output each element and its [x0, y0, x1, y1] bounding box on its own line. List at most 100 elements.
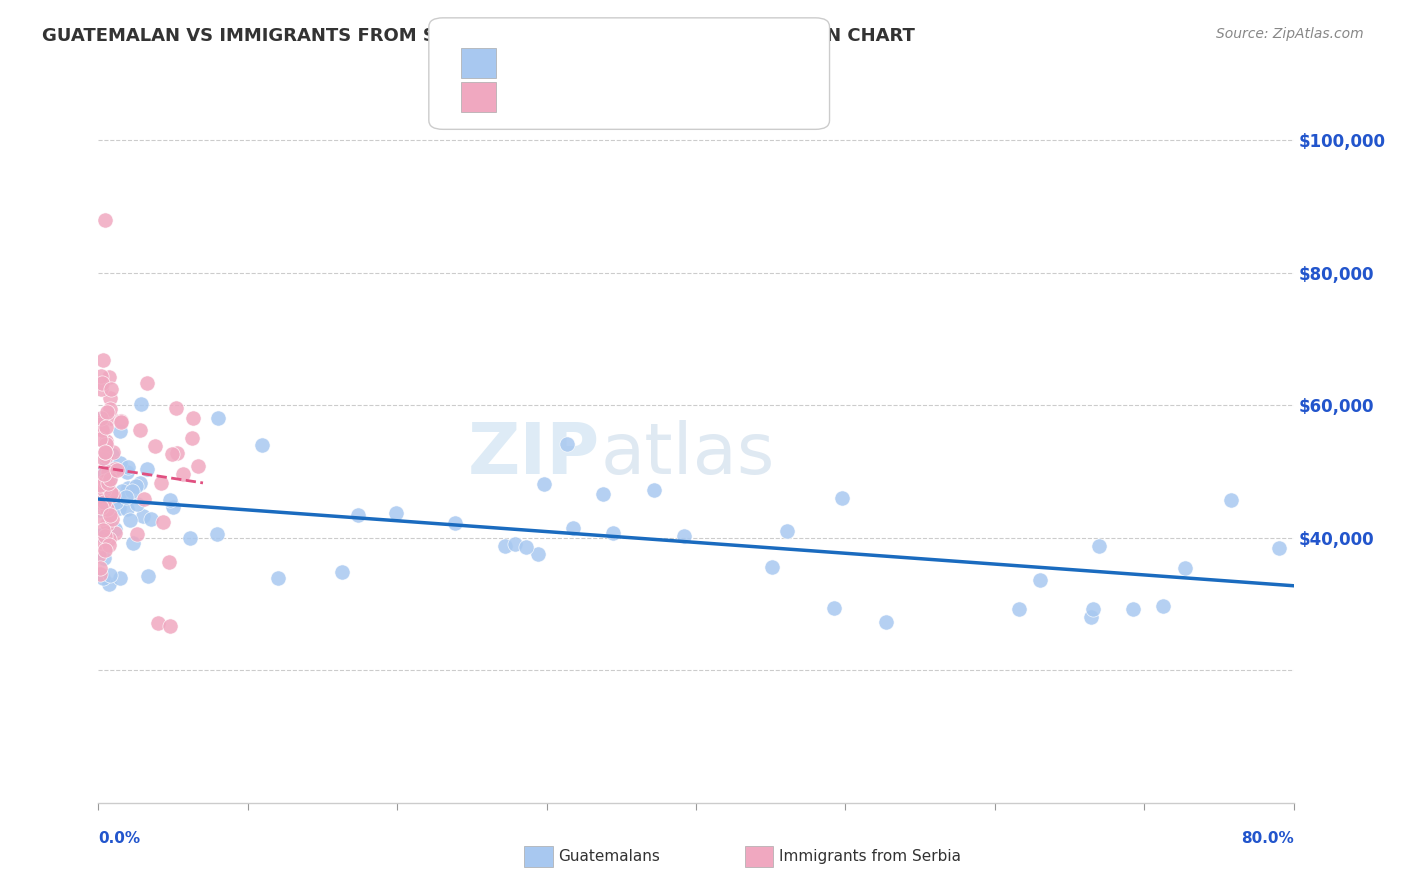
Point	[90, 382, 112, 396]
Text: atlas: atlas	[600, 420, 775, 490]
Point	[93, 529, 115, 543]
Point	[1081, 602, 1104, 616]
Point	[93, 551, 115, 566]
Point	[98, 508, 121, 522]
Point	[165, 401, 187, 416]
Point	[527, 548, 550, 562]
Point	[159, 619, 181, 633]
Point	[96, 517, 118, 532]
Point	[823, 601, 845, 615]
Point	[134, 491, 156, 506]
Point	[110, 414, 132, 428]
Point	[1153, 599, 1175, 614]
Point	[505, 537, 527, 551]
Point	[101, 488, 124, 502]
Point	[143, 439, 166, 453]
Point	[90, 528, 112, 542]
Text: R = -0.100: R = -0.100	[503, 88, 600, 106]
Point	[117, 459, 139, 474]
Point	[187, 458, 209, 473]
Point	[136, 462, 159, 476]
Point	[98, 401, 121, 416]
Point	[110, 415, 132, 429]
Point	[108, 424, 131, 438]
Point	[93, 467, 115, 482]
Point	[97, 465, 120, 479]
Point	[1174, 561, 1197, 575]
Point	[125, 497, 148, 511]
Point	[105, 463, 128, 477]
Point	[592, 486, 614, 500]
Point	[89, 567, 111, 582]
Point	[515, 541, 537, 555]
Point	[136, 376, 159, 391]
Point	[117, 481, 139, 495]
Point	[101, 448, 124, 462]
Point	[118, 513, 141, 527]
Point	[128, 423, 150, 437]
Point	[91, 353, 114, 368]
Point	[93, 483, 115, 497]
Point	[89, 490, 111, 504]
Point	[139, 511, 162, 525]
Point	[533, 477, 555, 491]
Point	[129, 397, 152, 411]
Point	[89, 432, 111, 446]
Point	[89, 412, 111, 426]
Point	[93, 495, 115, 509]
Text: N = 79: N = 79	[628, 88, 690, 106]
Point	[761, 560, 783, 574]
Point	[90, 417, 112, 431]
Point	[1087, 539, 1109, 553]
Point	[602, 525, 624, 540]
Text: GUATEMALAN VS IMMIGRANTS FROM SERBIA MEDIAN EARNINGS CORRELATION CHART: GUATEMALAN VS IMMIGRANTS FROM SERBIA MED…	[42, 27, 915, 45]
Point	[89, 503, 111, 517]
Point	[111, 484, 134, 499]
Point	[104, 461, 127, 475]
Point	[91, 497, 114, 511]
Point	[115, 502, 138, 516]
Point	[494, 540, 516, 554]
Text: 0.0%: 0.0%	[98, 830, 141, 846]
Point	[179, 531, 201, 545]
Point	[89, 480, 111, 494]
Point	[98, 538, 121, 552]
Point	[122, 535, 145, 549]
Point	[100, 486, 122, 500]
Point	[104, 495, 127, 509]
Point	[332, 565, 354, 579]
Point	[162, 448, 184, 462]
Point	[93, 483, 115, 497]
Point	[157, 555, 180, 569]
Point	[181, 411, 204, 425]
Point	[131, 509, 153, 524]
Point	[94, 543, 117, 558]
Point	[91, 451, 114, 466]
Point	[89, 496, 111, 510]
Point	[91, 423, 114, 437]
Point	[181, 431, 204, 445]
Point	[90, 467, 112, 481]
Point	[207, 411, 229, 425]
Point	[875, 615, 897, 629]
Point	[152, 516, 174, 530]
Point	[643, 483, 665, 497]
Point	[149, 475, 172, 490]
Text: Immigrants from Serbia: Immigrants from Serbia	[779, 849, 960, 863]
Point	[1080, 610, 1102, 624]
Point	[104, 523, 127, 537]
Point	[115, 465, 138, 479]
Point	[205, 527, 228, 541]
Point	[98, 369, 121, 384]
Point	[98, 472, 121, 486]
Point	[172, 467, 194, 481]
Point	[89, 490, 111, 504]
Point	[1267, 541, 1289, 555]
Point	[101, 512, 124, 526]
Point	[97, 576, 120, 591]
Point	[115, 490, 138, 504]
Point	[125, 478, 148, 492]
Point	[91, 496, 114, 510]
Point	[90, 411, 112, 425]
Point	[98, 567, 121, 582]
